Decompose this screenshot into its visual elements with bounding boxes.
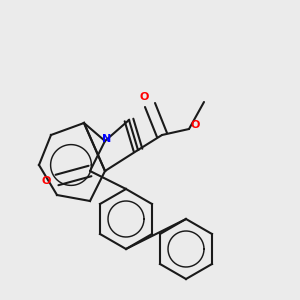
Text: O: O bbox=[42, 176, 51, 187]
Text: O: O bbox=[139, 92, 149, 103]
Text: N: N bbox=[102, 134, 111, 145]
Text: O: O bbox=[190, 119, 200, 130]
